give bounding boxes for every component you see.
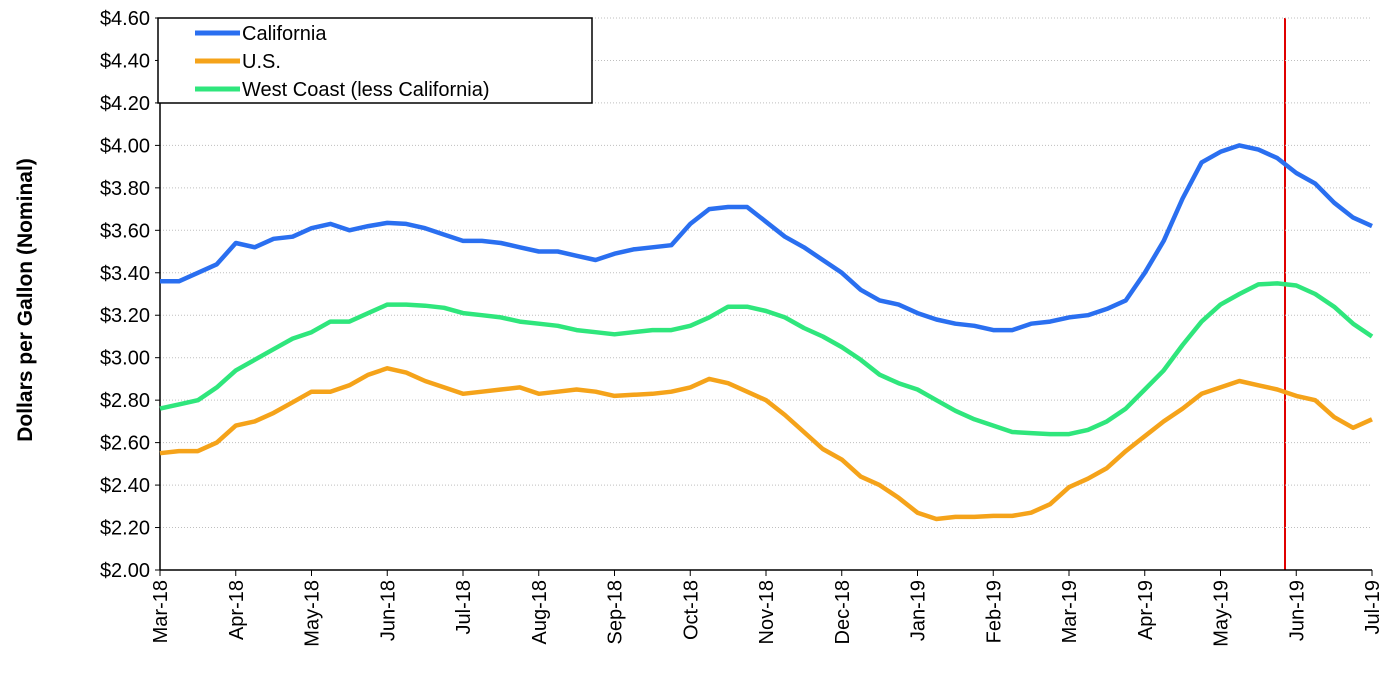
y-tick-label: $2.60 <box>100 433 150 455</box>
x-tick-label: Apr-18 <box>226 580 248 640</box>
x-tick-label: Dec-18 <box>832 580 854 644</box>
y-tick-label: $3.80 <box>100 178 150 200</box>
y-tick-label: $4.40 <box>100 50 150 72</box>
x-tick-label: Mar-18 <box>150 580 172 643</box>
x-tick-label: Mar-19 <box>1059 580 1081 643</box>
x-tick-label: Apr-19 <box>1135 580 1157 640</box>
legend-label: California <box>242 23 327 45</box>
x-tick-label: Jun-19 <box>1286 580 1308 641</box>
y-tick-label: $3.00 <box>100 348 150 370</box>
x-tick-label: Sep-18 <box>605 580 627 645</box>
x-tick-label: May-19 <box>1211 580 1233 647</box>
y-tick-label: $2.00 <box>100 560 150 582</box>
x-tick-label: Jan-19 <box>908 580 930 641</box>
line <box>159 366 1373 522</box>
y-tick-label: $2.40 <box>100 475 150 497</box>
y-tick-label: $3.20 <box>100 305 150 327</box>
x-tick-label: Jun-18 <box>377 580 399 641</box>
y-axis-title: Dollars per Gallon (Nominal) <box>14 158 37 442</box>
y-tick-label: $3.40 <box>100 263 150 285</box>
x-tick-label: Aug-18 <box>529 580 551 645</box>
legend-label: West Coast (less California) <box>242 79 489 101</box>
legend-label: U.S. <box>242 51 281 73</box>
x-tick-label: Oct-18 <box>680 580 702 640</box>
y-tick-label: $4.00 <box>100 135 150 157</box>
y-tick-label: $2.20 <box>100 518 150 540</box>
x-tick-label: May-18 <box>302 580 324 647</box>
y-tick-label: $4.20 <box>100 93 150 115</box>
y-tick-label: $3.60 <box>100 220 150 242</box>
x-tick-label: Nov-18 <box>756 580 778 644</box>
x-tick-label: Jul-19 <box>1362 580 1384 634</box>
line <box>160 143 1373 333</box>
x-tick-label: Feb-19 <box>983 580 1005 643</box>
y-tick-label: $4.60 <box>100 8 150 30</box>
y-tick-label: $2.80 <box>100 390 150 412</box>
line <box>159 281 1374 437</box>
x-tick-label: Jul-18 <box>453 580 475 634</box>
